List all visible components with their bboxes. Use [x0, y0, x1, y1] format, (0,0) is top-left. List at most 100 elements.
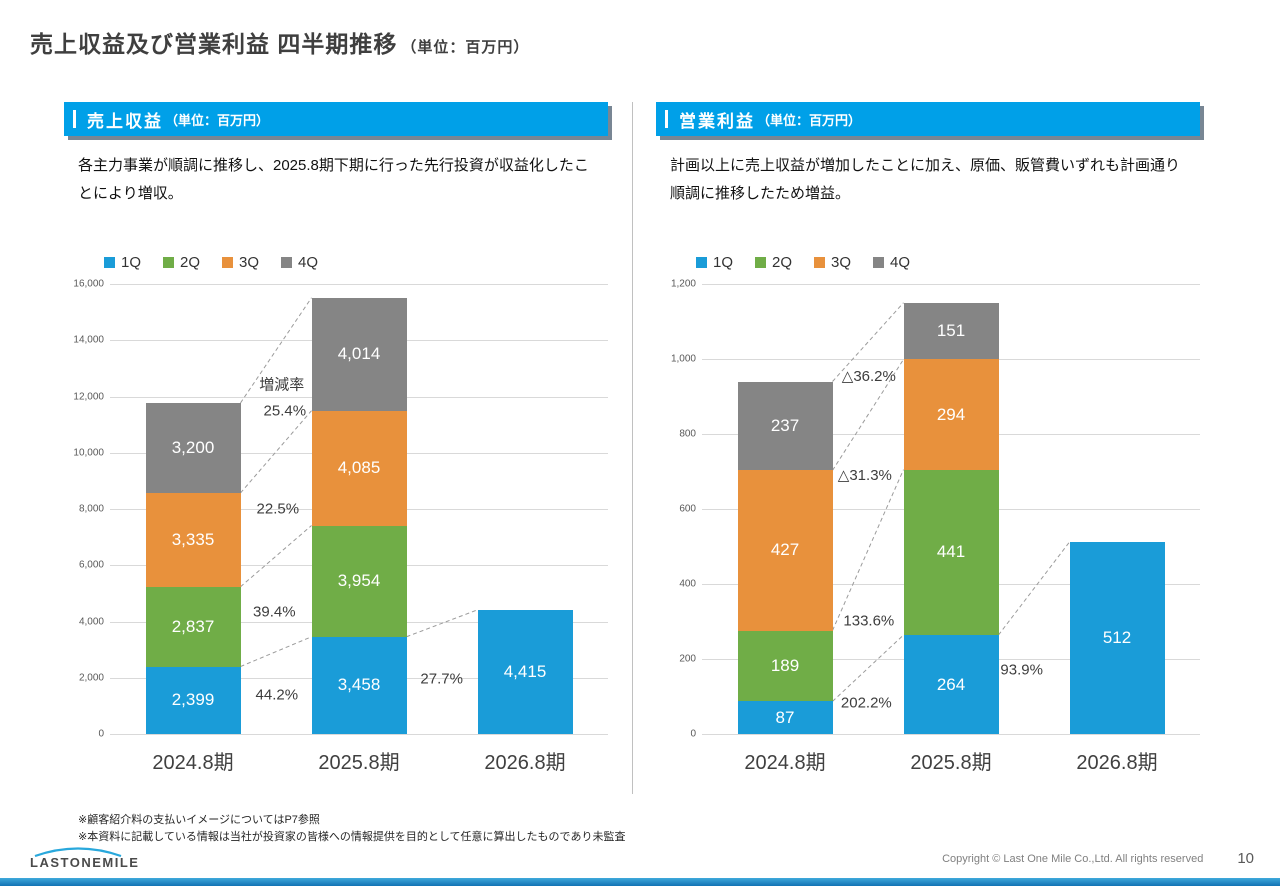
revenue-chart-plot: 0 2,000 4,000 6,000 8,000 10,000 12,000 14,000 1…: [73, 279, 608, 740]
operating-profit-section-title: 営業利益: [679, 111, 755, 131]
y-tick-label: 10,000: [73, 447, 104, 459]
bar-value-label: 4,415: [503, 661, 547, 681]
vertical-divider: [632, 102, 633, 794]
legend-item-3q: 3Q: [222, 254, 259, 271]
annotation-label: 133.6%: [843, 612, 895, 630]
header-accent-bar: [665, 110, 668, 128]
bar-segment-2q-2025.8期: 441: [903, 469, 999, 635]
y-tick-label: 1,000: [670, 353, 696, 365]
bar-value-label: 441: [936, 542, 966, 562]
revenue-chart-x-axis: 2024.8期 2025.8期 2026.8期: [110, 734, 608, 780]
revenue-section-unit: （単位：百万円）: [165, 112, 270, 128]
legend-label: 2Q: [180, 253, 201, 271]
bar-value-label: 3,954: [337, 571, 381, 591]
x-axis-label: 2026.8期: [1076, 752, 1158, 774]
legend-swatch: [104, 256, 115, 268]
revenue-description: 各主力事業が順調に推移し、2025.8期下期に行った先行投資が収益化したことによ…: [78, 157, 589, 202]
operating-profit-chart-x-axis: 2024.8期 2025.8期 2026.8期: [702, 734, 1200, 780]
legend-swatch: [814, 256, 826, 268]
bottom-accent-bar: [0, 878, 1280, 886]
bar-segment-4q-2025.8期: 4,014: [311, 297, 407, 411]
legend-item-1q: 1Q: [104, 254, 141, 271]
annotation-label: 27.7%: [420, 670, 463, 688]
operating-profit-section-unit: （単位：百万円）: [757, 112, 862, 128]
legend-item-3q: 3Q: [814, 254, 851, 271]
operating-profit-chart: 1Q 2Q 3Q 4Q 0 200 400 600 800 1,000 1,200 87 189 427…: [656, 252, 1200, 780]
annotation-label: 22.5%: [256, 500, 300, 518]
bar-segment-3q-2024.8期: 3,335: [145, 492, 241, 587]
page-title: 売上収益及び営業利益 四半期推移 （単位：百万円）: [0, 0, 1280, 64]
legend-swatch: [163, 256, 175, 268]
x-axis-label: 2024.8期: [744, 752, 826, 774]
legend-item-2q: 2Q: [755, 254, 792, 271]
connector-lines: [240, 297, 478, 667]
x-axis-label: 2025.8期: [318, 752, 400, 774]
connector-lines: [832, 302, 1070, 702]
bar-segment-4q-2024.8期: 3,200: [145, 402, 241, 493]
gridline: [702, 284, 1200, 285]
panels-container: 売上収益 （単位：百万円） 各主力事業が順調に推移し、2025.8期下期に行った…: [64, 102, 1280, 794]
legend-label: 2Q: [772, 253, 793, 271]
logo-text: LASTONEMILE: [30, 855, 140, 870]
revenue-chart: 1Q 2Q 3Q 4Q 0 2,000 4,000 6,000 8,000 10,000 12,0…: [64, 252, 608, 780]
bar-value-label: 237: [770, 415, 800, 435]
bar-segment-1q-2025.8期: 3,458: [311, 636, 407, 734]
bar-segment-3q-2025.8期: 4,085: [311, 410, 407, 526]
bar-value-label: 294: [936, 404, 966, 424]
bar-value-label: 2,399: [171, 690, 215, 710]
y-tick-label: 8,000: [78, 503, 104, 515]
legend-label: 3Q: [831, 253, 852, 271]
annotation-label: 25.4%: [263, 402, 307, 420]
bar-segment-1q-2024.8期: 2,399: [145, 666, 241, 734]
revenue-section-header: 売上収益 （単位：百万円）: [64, 102, 608, 136]
footnote-line: ※顧客紹介料の支払いイメージについてはP7参照: [78, 814, 320, 826]
y-tick-label: 12,000: [73, 391, 104, 402]
y-tick-label: 800: [679, 428, 696, 440]
annotation-label: 増減率: [259, 376, 305, 394]
legend-item-2q: 2Q: [163, 254, 200, 271]
footnote-line: ※本資料に記載している情報は当社が投資家の皆様への情報提供を目的として任意に算出…: [78, 830, 626, 843]
bar-segment-1q-2026.8期: 512: [1069, 542, 1165, 734]
legend-swatch: [755, 256, 767, 268]
bar-value-label: 512: [1102, 628, 1132, 647]
legend-item-1q: 1Q: [696, 254, 733, 271]
footnotes: ※顧客紹介料の支払いイメージについてはP7参照 ※本資料に記載している情報は当社…: [78, 812, 1280, 845]
legend-item-4q: 4Q: [873, 254, 910, 271]
x-axis-label: 2026.8期: [484, 752, 566, 774]
header-accent-bar: [73, 110, 76, 128]
y-tick-label: 200: [679, 653, 696, 665]
bar-segment-2q-2024.8期: 189: [737, 630, 833, 702]
legend-swatch: [281, 256, 293, 268]
bar-value-label: 2,837: [171, 616, 215, 636]
bar-segment-1q-2024.8期: 87: [737, 701, 833, 734]
page-title-text: 売上収益及び営業利益 四半期推移: [30, 31, 398, 57]
legend-swatch: [222, 256, 234, 268]
revenue-panel: 売上収益 （単位：百万円） 各主力事業が順調に推移し、2025.8期下期に行った…: [64, 102, 608, 780]
y-tick-label: 4,000: [78, 616, 104, 627]
lastonemile-logo: LASTONEMILE: [30, 847, 139, 870]
bar-value-label: 87: [775, 707, 795, 727]
operating-profit-panel: 営業利益 （単位：百万円） 計画以上に売上収益が増加したことに加え、原価、販管費…: [656, 102, 1200, 780]
legend-swatch: [873, 256, 885, 268]
bar-segment-4q-2024.8期: 237: [737, 381, 833, 471]
operating-profit-chart-legend: 1Q 2Q 3Q 4Q: [696, 252, 1200, 272]
x-axis-label: 2024.8期: [152, 752, 234, 774]
page-number: 10: [1237, 850, 1254, 867]
copyright-text: Copyright © Last One Mile Co.,Ltd. All r…: [942, 852, 1204, 865]
operating-profit-section-header: 営業利益 （単位：百万円）: [656, 102, 1200, 136]
bar-segment-3q-2025.8期: 294: [903, 359, 999, 470]
annotation-label: △36.2%: [841, 368, 896, 386]
bar-segment-4q-2025.8期: 151: [903, 302, 999, 360]
y-tick-label: 2,000: [78, 672, 104, 684]
bar-value-label: 4,014: [337, 344, 381, 364]
y-tick-label: 400: [679, 578, 696, 590]
footer-right: Copyright © Last One Mile Co.,Ltd. All r…: [942, 850, 1254, 867]
annotation-label: 39.4%: [253, 603, 296, 621]
bar-segment-2q-2024.8期: 2,837: [145, 586, 241, 667]
legend-swatch: [696, 256, 707, 268]
annotation-label: △31.3%: [837, 467, 892, 485]
bar-value-label: 3,335: [171, 529, 215, 549]
legend-label: 1Q: [121, 253, 142, 271]
operating-profit-description: 計画以上に売上収益が増加したことに加え、原価、販管費いずれも計画通り順調に推移し…: [670, 157, 1181, 202]
